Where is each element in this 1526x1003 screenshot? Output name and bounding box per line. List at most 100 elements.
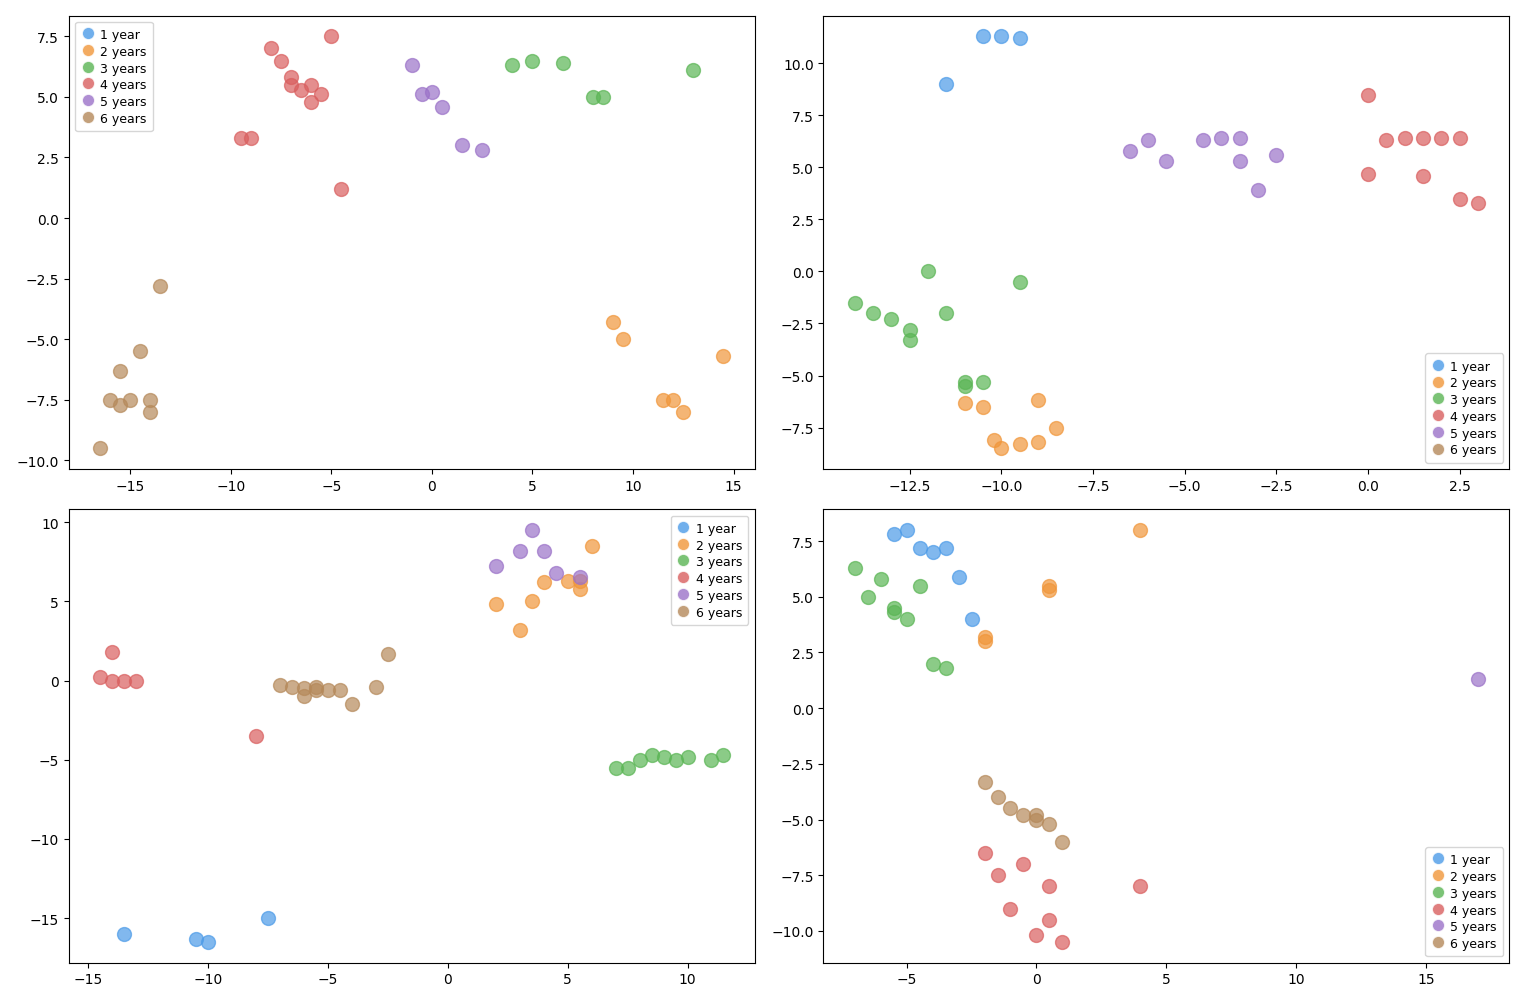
4 years [259, 41, 284, 57]
3 years [711, 747, 736, 763]
3 years [908, 578, 932, 594]
1 year [989, 29, 1013, 45]
3 years [897, 333, 922, 349]
5 years [430, 99, 455, 115]
3 years [879, 312, 903, 328]
6 years [328, 682, 353, 698]
2 years [519, 594, 543, 610]
2 years [972, 634, 996, 650]
4 years [308, 87, 333, 103]
6 years [128, 344, 153, 360]
3 years [676, 749, 700, 765]
6 years [137, 404, 162, 420]
2 years [508, 622, 533, 638]
6 years [291, 689, 316, 705]
5 years [519, 523, 543, 539]
2 years [484, 597, 508, 613]
3 years [639, 747, 664, 763]
4 years [1128, 879, 1152, 895]
1 year [111, 926, 136, 942]
2 years [568, 573, 592, 589]
6 years [118, 392, 142, 408]
4 years [244, 728, 269, 744]
2 years [601, 315, 626, 331]
6 years [267, 678, 291, 694]
5 years [1117, 143, 1141, 159]
3 years [882, 600, 906, 616]
3 years [952, 374, 977, 390]
3 years [971, 374, 995, 390]
2 years [989, 441, 1013, 457]
4 years [1466, 196, 1491, 212]
6 years [108, 363, 133, 379]
1 year [971, 29, 995, 45]
2 years [531, 575, 555, 591]
4 years [1393, 131, 1418, 147]
2 years [1025, 434, 1050, 450]
5 years [450, 138, 475, 154]
1 year [256, 911, 281, 927]
3 years [520, 53, 545, 69]
3 years [861, 306, 885, 322]
5 years [420, 85, 444, 101]
3 years [652, 749, 676, 765]
3 years [934, 660, 958, 676]
4 years [1375, 133, 1399, 149]
5 years [470, 143, 494, 159]
4 years [1038, 879, 1062, 895]
5 years [1190, 133, 1215, 149]
5 years [543, 565, 568, 581]
3 years [856, 589, 881, 605]
3 years [842, 561, 867, 577]
4 years [1412, 131, 1436, 147]
4 years [1357, 87, 1381, 103]
4 years [1024, 928, 1048, 944]
Legend: 1 year, 2 years, 3 years, 4 years, 5 years, 6 years: 1 year, 2 years, 3 years, 4 years, 5 yea… [1425, 848, 1503, 957]
5 years [400, 58, 424, 74]
6 years [363, 679, 388, 695]
Legend: 1 year, 2 years, 3 years, 4 years, 5 years, 6 years: 1 year, 2 years, 3 years, 4 years, 5 yea… [670, 517, 748, 625]
2 years [1044, 420, 1068, 436]
6 years [1038, 816, 1062, 832]
4 years [998, 901, 1022, 917]
3 years [920, 656, 945, 672]
3 years [842, 295, 867, 311]
6 years [291, 681, 316, 697]
2 years [580, 539, 604, 555]
3 years [699, 752, 723, 768]
5 years [568, 570, 592, 586]
2 years [952, 395, 977, 411]
6 years [137, 392, 162, 408]
3 years [681, 63, 705, 79]
1 year [934, 77, 958, 93]
4 years [1412, 169, 1436, 185]
6 years [375, 646, 400, 662]
5 years [1466, 671, 1491, 687]
2 years [972, 629, 996, 645]
1 year [934, 541, 958, 557]
2 years [610, 332, 635, 348]
4 years [1357, 166, 1381, 183]
4 years [1050, 934, 1074, 950]
5 years [1227, 153, 1251, 170]
4 years [99, 644, 124, 660]
5 years [531, 543, 555, 559]
Legend: 1 year, 2 years, 3 years, 4 years, 5 years, 6 years: 1 year, 2 years, 3 years, 4 years, 5 yea… [75, 23, 153, 132]
2 years [711, 349, 736, 365]
3 years [615, 760, 639, 776]
5 years [1227, 131, 1251, 147]
1 year [960, 612, 984, 628]
4 years [319, 29, 343, 45]
3 years [580, 89, 604, 105]
4 years [99, 673, 124, 689]
3 years [894, 612, 919, 628]
6 years [1012, 807, 1036, 823]
5 years [484, 559, 508, 575]
2 years [1038, 578, 1062, 594]
1 year [908, 541, 932, 557]
3 years [603, 760, 627, 776]
1 year [920, 545, 945, 561]
4 years [229, 131, 253, 147]
6 years [1050, 833, 1074, 850]
3 years [501, 58, 525, 74]
